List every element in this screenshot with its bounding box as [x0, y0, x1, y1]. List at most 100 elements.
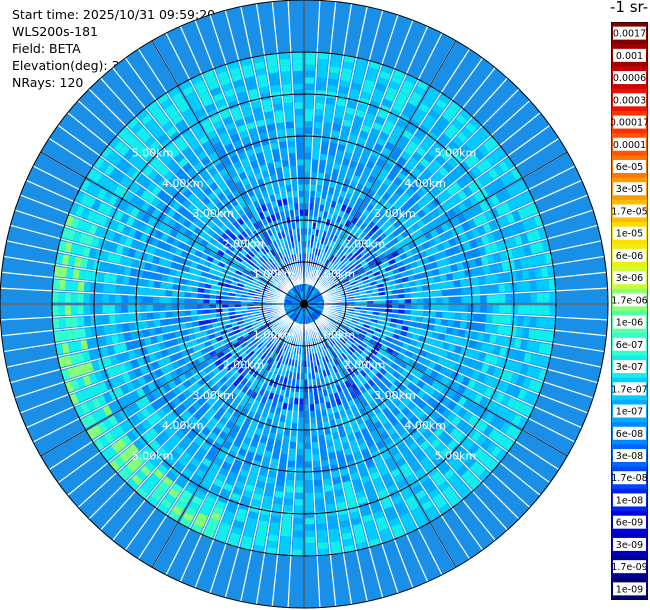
ppi-cell	[261, 290, 268, 294]
ppi-cell	[258, 333, 265, 340]
ppi-cell	[187, 386, 196, 395]
ppi-cell	[436, 356, 445, 365]
ppi-cell	[328, 280, 335, 286]
ppi-cell	[237, 209, 246, 217]
ppi-cell	[397, 314, 405, 320]
ppi-cell	[255, 315, 262, 320]
ppi-cell	[215, 336, 224, 342]
ppi-cell	[463, 198, 473, 209]
ppi-cell	[304, 234, 308, 242]
ppi-cell	[295, 294, 301, 300]
ppi-cell	[336, 384, 342, 393]
ppi-cell	[310, 300, 317, 303]
ppi-cell	[268, 258, 275, 265]
ppi-cell	[221, 232, 229, 241]
ppi-cell	[231, 263, 239, 270]
ppi-cell	[118, 451, 130, 464]
ppi-cell	[67, 341, 76, 353]
ppi-cell	[304, 140, 312, 147]
ppi-cell	[439, 150, 451, 161]
ppi-cell	[265, 331, 272, 338]
ppi-cell	[274, 161, 282, 169]
ppi-cell	[241, 377, 248, 386]
ppi-cell	[389, 447, 400, 457]
ppi-cell	[154, 435, 166, 446]
ppi-cell	[208, 268, 216, 275]
ppi-cell	[188, 501, 200, 512]
ppi-cell	[433, 427, 444, 437]
ppi-cell	[217, 528, 229, 538]
ppi-cell	[114, 425, 125, 437]
ppi-cell	[360, 91, 371, 100]
ppi-cell	[256, 270, 264, 277]
ppi-cell	[327, 374, 333, 382]
spoke	[303, 40, 457, 305]
ppi-cell	[254, 538, 266, 547]
ppi-cell	[334, 489, 344, 497]
ppi-cell	[67, 229, 76, 241]
ppi-cell	[421, 323, 429, 330]
ppi-cell	[256, 119, 265, 128]
ppi-cell	[204, 234, 212, 242]
ppi-cell	[268, 168, 276, 177]
ppi-cell	[291, 304, 298, 306]
ppi-cell	[402, 211, 412, 221]
ppi-cell	[268, 288, 276, 293]
ppi-cell	[150, 336, 158, 344]
ppi-cell	[140, 296, 147, 304]
ppi-cell	[121, 305, 128, 313]
ppi-cell	[116, 223, 126, 233]
ppi-cell	[390, 468, 401, 478]
ppi-cell	[219, 215, 228, 224]
ppi-cell	[118, 363, 128, 373]
ppi-cell	[96, 315, 104, 325]
ppi-cell	[360, 329, 368, 336]
ppi-cell	[354, 388, 362, 397]
ppi-cell	[295, 385, 300, 393]
ppi-cell	[158, 116, 170, 127]
ppi-cell	[492, 252, 501, 263]
ppi-cell	[391, 407, 401, 417]
ppi-cell	[244, 197, 252, 206]
ppi-cell	[170, 261, 178, 269]
ppi-cell	[420, 184, 430, 194]
ppi-cell	[462, 186, 473, 197]
ppi-cell	[335, 350, 341, 357]
ppi-cell	[461, 174, 472, 185]
ppi-cell	[306, 292, 310, 299]
ppi-cell	[272, 220, 279, 228]
ppi-cell	[305, 505, 314, 512]
ppi-cell	[197, 407, 207, 416]
ppi-cell	[126, 166, 137, 178]
ppi-cell	[391, 294, 399, 299]
ppi-cell	[246, 263, 253, 270]
ppi-cell	[267, 229, 273, 237]
ppi-cell	[511, 386, 522, 398]
ppi-cell	[494, 418, 506, 430]
colorbar-tick-label: 1.7e-07	[611, 384, 647, 395]
ppi-cell	[179, 278, 187, 285]
ppi-cell	[461, 296, 468, 304]
ppi-cell	[462, 411, 473, 422]
ppi-cell	[522, 219, 532, 231]
ppi-cell	[516, 375, 526, 387]
ppi-cell	[374, 178, 383, 188]
ppi-cell	[517, 402, 528, 415]
ppi-cell	[317, 71, 327, 79]
ppi-cell	[326, 193, 333, 201]
ppi-cell	[286, 191, 293, 199]
ppi-cell	[439, 133, 451, 144]
ppi-cell	[226, 363, 234, 371]
ppi-cell	[252, 255, 260, 262]
colorbar-tick-box	[613, 137, 646, 151]
colorbar-tick-box	[613, 26, 646, 40]
ppi-cell	[262, 288, 269, 293]
ppi-cell	[293, 517, 303, 525]
ppi-cell	[263, 231, 270, 239]
ppi-cell	[326, 333, 332, 340]
ppi-cell	[459, 161, 470, 173]
ppi-cell	[536, 292, 544, 303]
ppi-cell	[413, 85, 426, 96]
ppi-cell	[451, 444, 463, 455]
ppi-cell	[421, 500, 434, 511]
